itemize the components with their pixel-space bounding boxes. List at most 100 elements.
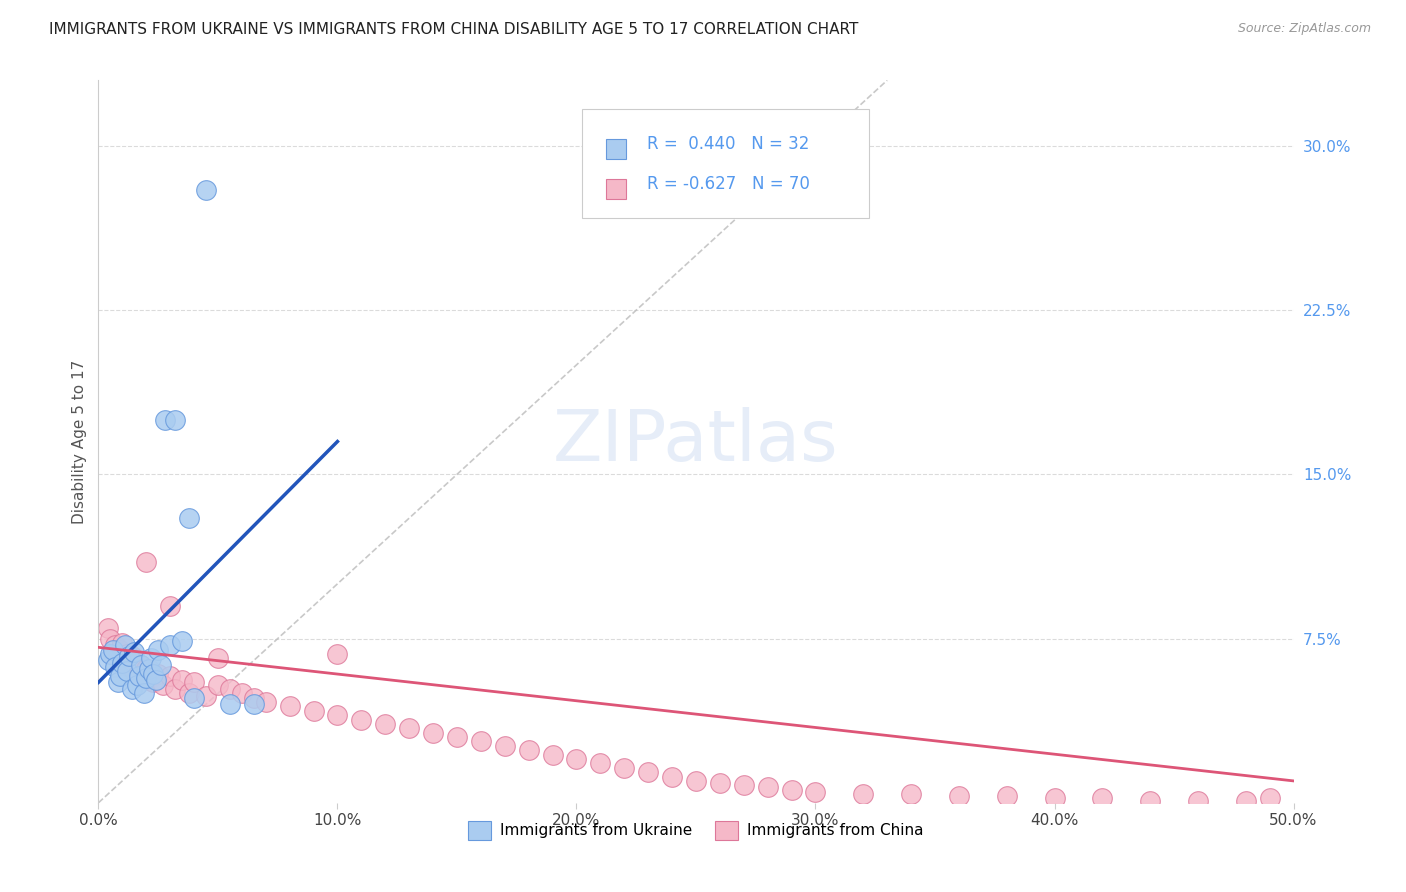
Point bbox=[118, 649, 141, 664]
Point bbox=[243, 698, 266, 712]
Point bbox=[1187, 794, 1209, 808]
Point bbox=[207, 651, 229, 665]
Point bbox=[97, 621, 120, 635]
Point bbox=[159, 599, 181, 613]
Point bbox=[142, 675, 165, 690]
Point bbox=[148, 642, 170, 657]
Point bbox=[350, 713, 373, 727]
Point bbox=[219, 698, 242, 712]
Point bbox=[139, 651, 162, 665]
Point bbox=[494, 739, 516, 753]
Point bbox=[135, 662, 157, 676]
Point bbox=[172, 633, 194, 648]
Point bbox=[138, 673, 160, 688]
Point bbox=[1234, 794, 1257, 808]
Point bbox=[152, 677, 174, 691]
Point bbox=[661, 770, 683, 784]
Text: R =  0.440   N = 32: R = 0.440 N = 32 bbox=[647, 135, 810, 153]
Point bbox=[98, 647, 122, 661]
Point bbox=[613, 761, 636, 775]
Text: IMMIGRANTS FROM UKRAINE VS IMMIGRANTS FROM CHINA DISABILITY AGE 5 TO 17 CORRELAT: IMMIGRANTS FROM UKRAINE VS IMMIGRANTS FR… bbox=[49, 22, 859, 37]
Point bbox=[107, 653, 129, 667]
Point bbox=[101, 647, 124, 661]
Point bbox=[326, 708, 349, 723]
Point bbox=[637, 765, 659, 780]
Point bbox=[1139, 794, 1161, 808]
Point bbox=[163, 681, 186, 696]
Point bbox=[125, 677, 148, 691]
Point bbox=[207, 677, 229, 691]
Point bbox=[995, 789, 1018, 804]
Point bbox=[780, 782, 803, 797]
Point bbox=[470, 734, 492, 748]
Point bbox=[900, 787, 922, 801]
Point bbox=[422, 725, 444, 739]
Point bbox=[179, 511, 201, 525]
Point bbox=[135, 671, 157, 685]
Point bbox=[756, 780, 779, 795]
Point bbox=[398, 722, 420, 736]
Point bbox=[132, 671, 155, 685]
Point bbox=[115, 647, 138, 661]
Point bbox=[243, 690, 266, 705]
Point bbox=[541, 747, 564, 762]
Point bbox=[142, 666, 165, 681]
Point bbox=[517, 743, 540, 757]
Point bbox=[195, 689, 218, 703]
Point bbox=[104, 638, 127, 652]
Point bbox=[124, 665, 146, 679]
Point bbox=[121, 681, 143, 696]
Point bbox=[195, 183, 218, 197]
Point bbox=[1258, 791, 1281, 805]
Legend: Immigrants from Ukraine, Immigrants from China: Immigrants from Ukraine, Immigrants from… bbox=[463, 815, 929, 846]
Y-axis label: Disability Age 5 to 17: Disability Age 5 to 17 bbox=[72, 359, 87, 524]
Point bbox=[231, 686, 253, 700]
Point bbox=[446, 730, 468, 744]
Point bbox=[589, 756, 612, 771]
Point bbox=[709, 776, 731, 790]
Point bbox=[565, 752, 588, 766]
Point bbox=[804, 785, 827, 799]
Point bbox=[852, 787, 875, 801]
Point bbox=[278, 699, 301, 714]
Text: ZIPatlas: ZIPatlas bbox=[553, 407, 839, 476]
Point bbox=[374, 717, 396, 731]
Point bbox=[155, 412, 177, 426]
Point bbox=[159, 638, 181, 652]
Point bbox=[179, 686, 201, 700]
Point bbox=[145, 673, 167, 688]
Point bbox=[163, 412, 186, 426]
Point bbox=[111, 656, 134, 670]
Point bbox=[108, 642, 131, 657]
Point bbox=[149, 657, 172, 672]
Point bbox=[131, 657, 153, 672]
FancyBboxPatch shape bbox=[582, 109, 869, 218]
Point bbox=[1043, 791, 1066, 805]
Point bbox=[139, 665, 162, 679]
Point bbox=[115, 665, 138, 679]
Point bbox=[131, 657, 153, 672]
Point bbox=[254, 695, 277, 709]
Point bbox=[172, 673, 194, 688]
Text: Source: ZipAtlas.com: Source: ZipAtlas.com bbox=[1237, 22, 1371, 36]
Point bbox=[121, 649, 143, 664]
Point bbox=[114, 638, 136, 652]
Text: R = -0.627   N = 70: R = -0.627 N = 70 bbox=[647, 175, 810, 193]
Point bbox=[125, 656, 148, 670]
Point bbox=[97, 653, 120, 667]
Point bbox=[148, 666, 170, 681]
Point bbox=[326, 647, 349, 661]
Point bbox=[128, 669, 150, 683]
Point bbox=[138, 662, 160, 676]
Point bbox=[685, 773, 707, 788]
Point bbox=[183, 675, 205, 690]
Point bbox=[948, 789, 970, 804]
Point bbox=[302, 704, 325, 718]
Point bbox=[114, 657, 136, 672]
Point bbox=[111, 636, 134, 650]
Point bbox=[1091, 791, 1114, 805]
Point bbox=[128, 669, 150, 683]
Point bbox=[159, 669, 181, 683]
Point bbox=[135, 555, 157, 569]
Point bbox=[124, 645, 146, 659]
